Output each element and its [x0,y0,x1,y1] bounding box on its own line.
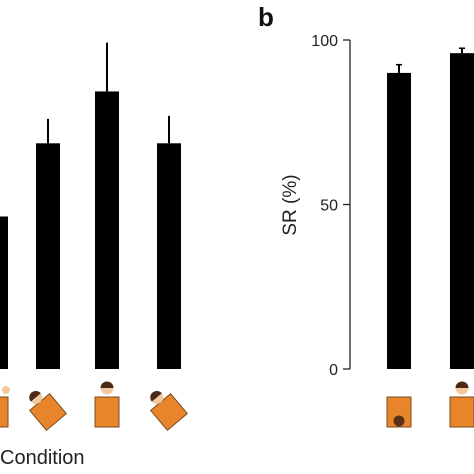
panel-b-label: b [258,2,274,32]
bar-b-1 [450,53,474,369]
board-shape [0,396,9,428]
y-tick-label-1: 50 [320,198,338,215]
hair-shape [150,390,162,402]
bar-a-3 [157,143,181,369]
hair-shape [455,381,469,388]
hair-shape [29,390,41,402]
tilted-board-icon [28,390,68,432]
y-tick-label-0: 0 [329,362,338,379]
bar-a-0 [0,216,8,369]
bar-b-0 [387,72,411,370]
bar-a-1 [36,143,60,369]
condition-icon-b-1 [449,381,474,428]
board-shape [449,396,474,428]
condition-icon-b-0 [386,396,412,428]
y-axis-label: SR (%) [280,174,301,235]
condition-icon-a-0 [0,386,10,428]
head-shape [2,386,10,394]
condition-icon-a-2 [94,381,120,428]
y-tick-label-2: 100 [311,33,338,50]
tilted-board-icon [149,390,189,432]
head-shape [393,415,405,427]
condition-icon-a-3 [149,390,189,432]
panel-b: b SR (%) 0 50 100 [258,2,474,428]
bar-a-2 [95,91,119,369]
hair-shape [100,381,114,388]
panel-a [0,42,189,432]
board-shape [94,396,120,428]
x-axis-label: Condition [0,447,85,469]
condition-icon-a-1 [28,390,68,432]
